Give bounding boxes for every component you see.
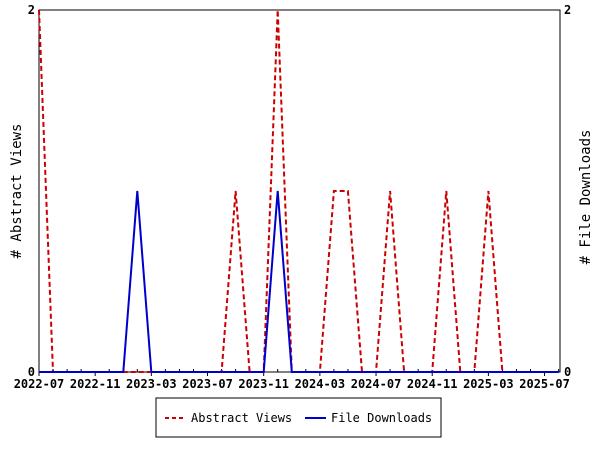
x-tick-label: 2023-11: [238, 377, 289, 391]
y-tick-label-left: 0: [28, 365, 35, 379]
y-axis: 0 2 0 2: [28, 3, 571, 379]
x-tick-label: 2022-11: [70, 377, 121, 391]
x-tick-label: 2025-03: [463, 377, 514, 391]
y-axis-title-right: # File Downloads: [578, 130, 594, 265]
legend-label-file-downloads: File Downloads: [331, 411, 432, 425]
legend-box: [155, 397, 442, 438]
y-tick-label-left: 2: [28, 3, 35, 17]
legend-label-abstract-views: Abstract Views: [191, 411, 292, 425]
x-tick-label: 2024-07: [351, 377, 402, 391]
series-line-file-downloads: [39, 190, 559, 373]
x-tick-label: 2023-07: [182, 377, 233, 391]
y-axis-title-left: # Abstract Views: [9, 124, 25, 259]
x-tick-label: 2024-11: [407, 377, 458, 391]
legend: Abstract Views File Downloads: [155, 397, 442, 438]
y-tick-label-right: 0: [564, 365, 571, 379]
series-layer: [38, 9, 559, 373]
y-tick-label-right: 2: [564, 3, 571, 17]
x-tick-label: 2023-03: [126, 377, 177, 391]
x-tick-label: 2025-07: [519, 377, 570, 391]
plot-area: [38, 9, 561, 373]
x-axis: 2022-07 2022-11 2023-03 2023-07 2023-11 2024-…: [14, 369, 570, 391]
x-tick-label: 2024-03: [295, 377, 346, 391]
x-tick-label: 2022-07: [14, 377, 65, 391]
